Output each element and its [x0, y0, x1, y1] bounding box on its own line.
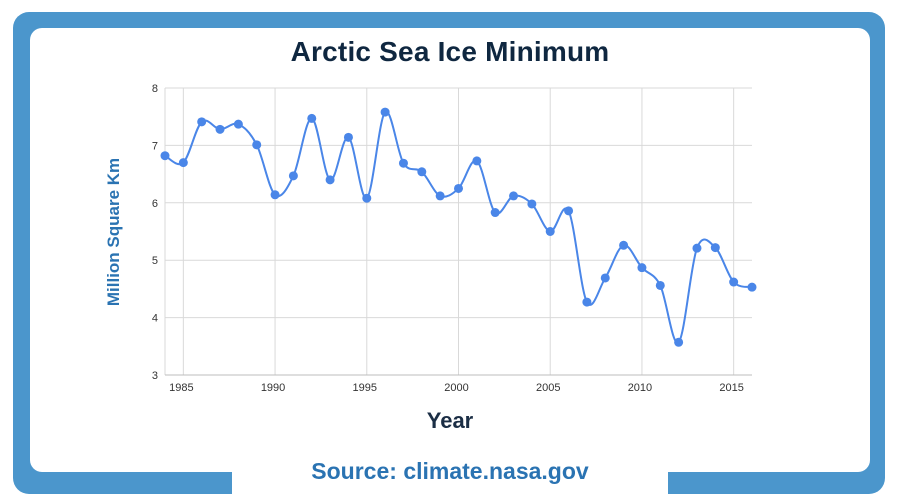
data-point	[692, 243, 702, 253]
data-point	[490, 208, 500, 218]
data-point	[307, 113, 317, 123]
data-point	[325, 175, 335, 185]
grid-lines	[164, 87, 752, 376]
y-tick-label: 6	[152, 198, 158, 210]
x-tick-label: 2010	[628, 382, 652, 394]
x-tick-label: 1985	[169, 382, 193, 394]
data-point	[564, 206, 574, 216]
data-point	[454, 183, 463, 193]
data-point	[288, 171, 298, 181]
series-layer	[160, 107, 757, 347]
data-point	[233, 119, 243, 129]
y-tick-label: 3	[152, 370, 158, 382]
x-tick-label: 2015	[719, 382, 743, 394]
data-point	[435, 191, 445, 201]
data-point	[582, 297, 592, 307]
data-point	[362, 193, 372, 203]
data-point	[178, 158, 188, 168]
y-axis-label: Million Square Km	[104, 158, 123, 306]
data-point	[343, 132, 353, 142]
data-point	[655, 280, 665, 290]
y-tick-label: 7	[152, 140, 158, 152]
data-point	[619, 240, 629, 250]
data-point	[527, 199, 537, 209]
chart-title: Arctic Sea Ice Minimum	[290, 36, 610, 67]
data-point	[252, 140, 262, 150]
x-tick-label: 1990	[261, 382, 285, 394]
source-label: Source: climate.nasa.gov	[311, 458, 589, 484]
x-tick-label: 2000	[444, 382, 468, 394]
x-tick-label: 1995	[353, 382, 377, 394]
y-tick-label: 8	[152, 83, 158, 95]
data-point	[472, 156, 482, 166]
y-tick-label: 4	[152, 313, 158, 325]
footer-gap	[232, 460, 668, 501]
data-point	[197, 117, 207, 127]
data-point	[747, 282, 757, 292]
data-point	[637, 263, 647, 273]
data-point	[270, 190, 280, 200]
x-axis-label: Year	[427, 408, 474, 433]
y-tick-label: 5	[152, 255, 158, 267]
data-point	[509, 191, 519, 201]
x-tick-label: 2005	[536, 382, 560, 394]
data-point	[729, 277, 739, 287]
data-point	[417, 167, 427, 177]
data-point	[380, 107, 390, 117]
chart-panel	[30, 28, 870, 472]
data-point	[600, 273, 610, 283]
data-point	[160, 151, 170, 161]
data-point	[215, 124, 225, 134]
data-point	[710, 243, 720, 253]
tick-labels: 3 4 5 6 7 8 1985 1990 1995 2000 2005 2010 2015	[152, 83, 744, 394]
data-point	[674, 337, 684, 347]
data-point	[545, 227, 555, 236]
data-point	[398, 158, 408, 168]
